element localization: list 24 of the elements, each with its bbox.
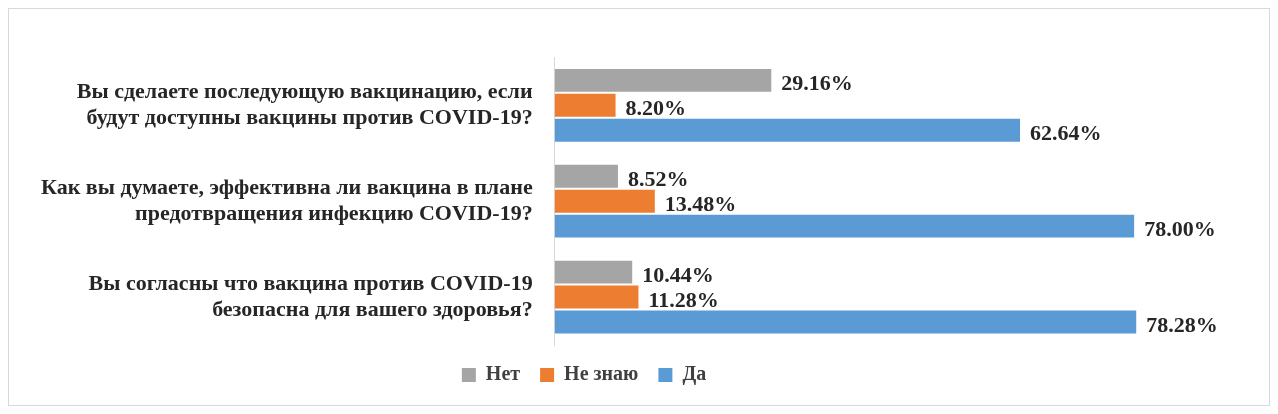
data-label: 11.28% [648,286,719,312]
data-label: 78.00% [1144,215,1216,241]
y-tick-label: Вы согласны что вакцина против COVID-19 безопасна для вашего здоровья? [88,269,533,321]
data-label: 13.48% [664,190,737,216]
y-tick-label: Как вы думаете, эффективна ли вакцина в плане предотвращения инфекцию COVID-19? [40,173,533,226]
bar [554,93,616,117]
data-label: 10.44% [642,261,714,287]
bar [554,285,639,309]
bar [554,310,1137,334]
data-label: 29.16% [781,70,853,96]
data-label: 78.28% [1146,311,1218,337]
y-tick-label: Вы сделаете последующую вакцинацию, если будут доступны вакцины против COVID-19? [76,77,533,130]
legend-label: Не знаю [564,362,639,385]
bar [554,68,772,92]
bar [554,118,1021,142]
legend-label: Нет [485,362,521,385]
legend-label: Да [682,362,707,386]
bar [554,214,1135,238]
data-label: 62.64% [1030,119,1102,145]
data-label: 8.20% [625,95,687,121]
bar [554,189,655,213]
bar [554,260,633,284]
data-label: 8.52% [627,165,689,191]
bar [554,164,618,188]
